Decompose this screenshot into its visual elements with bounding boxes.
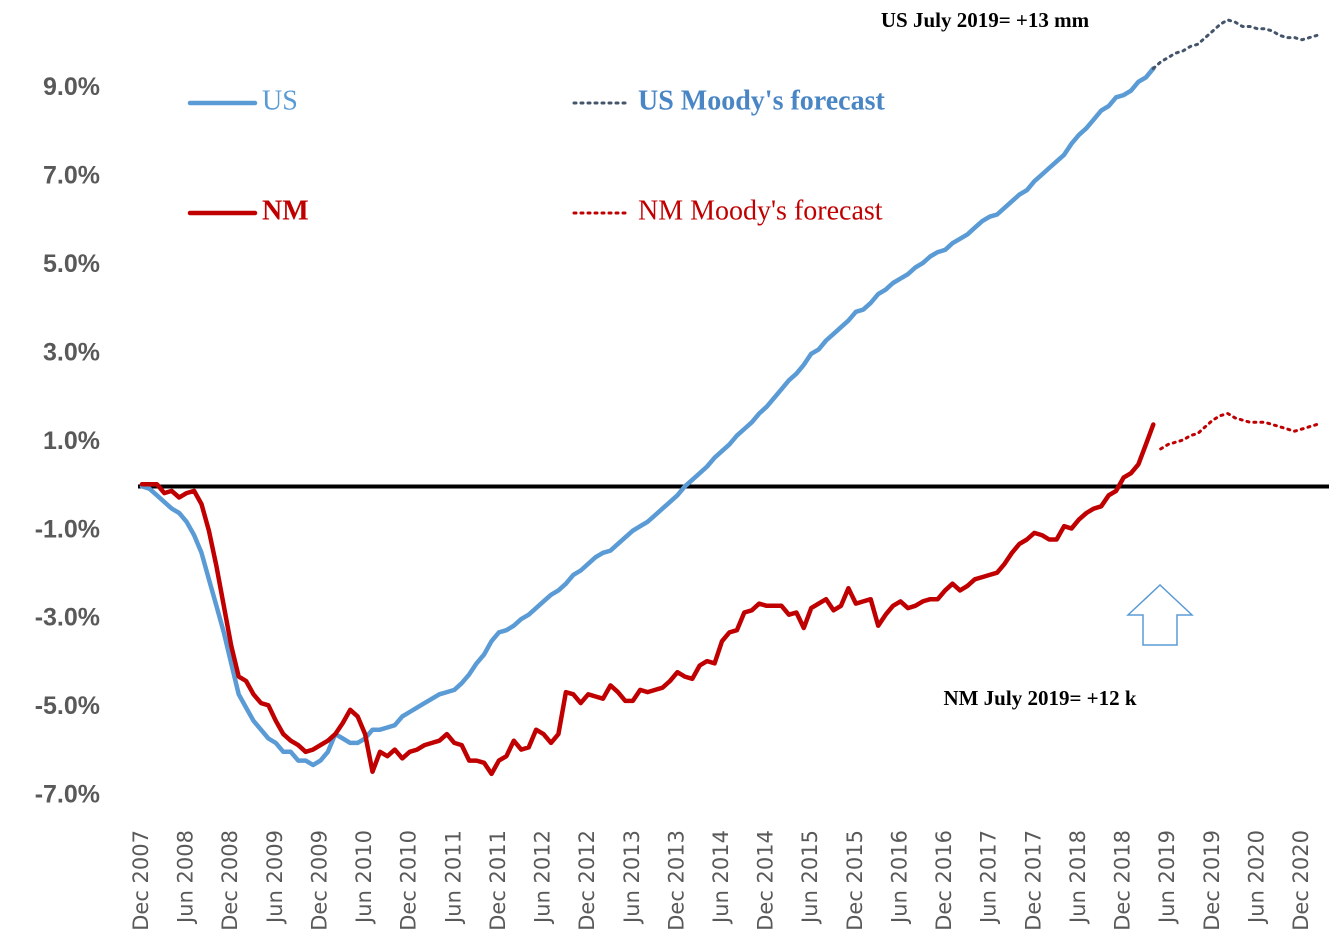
x-tick-label: Jun 2011 [441,830,465,925]
y-tick-label: 9.0% [43,73,100,101]
series-line [1159,412,1319,451]
annotation: NM July 2019= +12 k [943,686,1136,710]
x-tick-label: Dec 2008 [218,830,242,931]
x-tick-label: Jun 2010 [352,830,376,925]
y-tick-label: 5.0% [43,250,100,278]
x-tick-label: Jun 2018 [1066,830,1090,925]
x-tick-label: Dec 2014 [754,830,778,931]
series-line [1151,18,1319,70]
series-line [139,66,1156,768]
x-tick-label: Jun 2009 [263,830,287,925]
x-tick-label: Dec 2015 [843,830,867,931]
x-tick-label: Jun 2012 [531,830,555,925]
x-tick-label: Dec 2009 [307,830,331,931]
y-tick-label: -3.0% [35,604,100,632]
x-tick-label: Jun 2017 [977,830,1001,925]
x-tick-label: Dec 2020 [1289,830,1313,931]
x-tick-label: Jun 2008 [174,830,198,925]
y-tick-label: -1.0% [35,515,100,543]
y-tick-label: -5.0% [35,692,100,720]
x-tick-label: Dec 2010 [397,830,421,931]
x-tick-label: Jun 2020 [1244,830,1268,925]
x-tick-label: Dec 2011 [486,830,510,931]
y-tick-label: -7.0% [35,781,100,809]
x-tick-label: Jun 2019 [1155,830,1179,925]
x-tick-label: Dec 2013 [664,830,688,931]
legend-label: US Moody's forecast [638,85,885,116]
x-tick-label: Jun 2016 [887,830,911,925]
legend-label: NM [262,195,309,226]
x-tick-label: Dec 2007 [129,830,153,931]
x-tick-label: Dec 2019 [1200,830,1224,931]
series-line [139,422,1156,777]
legend-label: US [262,85,298,116]
x-tick-label: Dec 2012 [575,830,599,931]
x-tick-label: Dec 2016 [932,830,956,931]
y-tick-label: 7.0% [43,161,100,189]
y-tick-label: 3.0% [43,338,100,366]
x-tick-label: Dec 2017 [1021,830,1045,931]
legend-label: NM Moody's forecast [638,195,883,226]
x-tick-label: Jun 2014 [709,830,733,925]
y-tick-label: 1.0% [43,427,100,455]
x-tick-label: Dec 2018 [1111,830,1135,931]
x-tick-label: Jun 2013 [620,830,644,925]
x-tick-label: Jun 2015 [798,830,822,925]
arrow-icon [1126,583,1194,646]
annotation: US July 2019= +13 mm [881,8,1090,32]
